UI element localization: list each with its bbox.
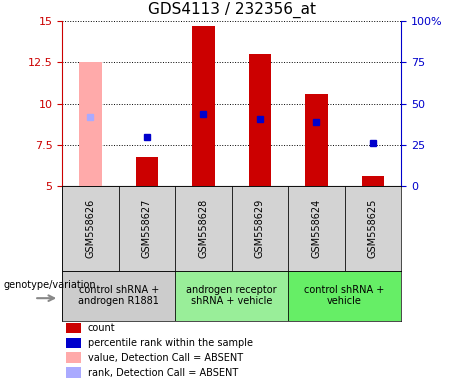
Bar xyxy=(62,186,118,271)
Text: GSM558626: GSM558626 xyxy=(85,199,95,258)
Bar xyxy=(65,323,81,333)
Bar xyxy=(192,26,215,186)
Bar xyxy=(231,186,288,271)
Bar xyxy=(136,157,158,186)
Text: androgen receptor
shRNA + vehicle: androgen receptor shRNA + vehicle xyxy=(186,285,277,306)
Bar xyxy=(288,186,344,271)
Text: value, Detection Call = ABSENT: value, Detection Call = ABSENT xyxy=(88,353,243,363)
Bar xyxy=(175,271,288,321)
Bar xyxy=(361,176,384,186)
Bar xyxy=(65,367,81,378)
Bar xyxy=(248,54,271,186)
Text: GSM558629: GSM558629 xyxy=(255,199,265,258)
Text: control shRNA +
androgen R1881: control shRNA + androgen R1881 xyxy=(78,285,159,306)
Bar xyxy=(79,63,102,186)
Text: percentile rank within the sample: percentile rank within the sample xyxy=(88,338,253,348)
Text: control shRNA +
vehicle: control shRNA + vehicle xyxy=(304,285,385,306)
Bar xyxy=(65,338,81,348)
Bar xyxy=(288,271,401,321)
Title: GDS4113 / 232356_at: GDS4113 / 232356_at xyxy=(148,2,316,18)
Text: GSM558625: GSM558625 xyxy=(368,199,378,258)
Text: genotype/variation: genotype/variation xyxy=(3,280,96,290)
Bar xyxy=(65,353,81,363)
Bar xyxy=(118,186,175,271)
Text: GSM558627: GSM558627 xyxy=(142,199,152,258)
Bar xyxy=(175,186,231,271)
Text: GSM558628: GSM558628 xyxy=(198,199,208,258)
Text: rank, Detection Call = ABSENT: rank, Detection Call = ABSENT xyxy=(88,368,238,378)
Bar xyxy=(62,271,175,321)
Bar xyxy=(305,94,328,186)
Bar xyxy=(344,186,401,271)
Text: count: count xyxy=(88,323,115,333)
Text: GSM558624: GSM558624 xyxy=(311,199,321,258)
